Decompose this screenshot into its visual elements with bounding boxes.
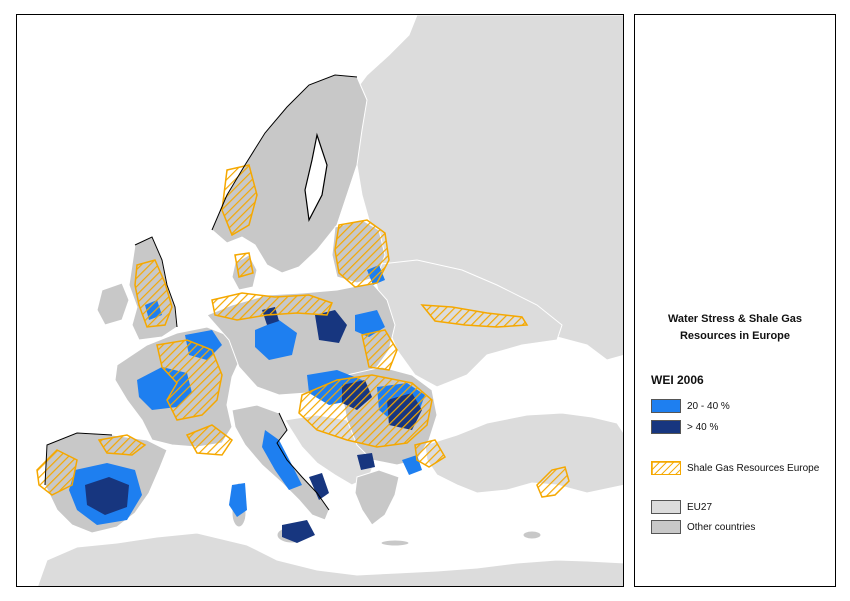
legend-item-shale: Shale Gas Resources Europe: [651, 460, 819, 476]
legend-item-over-40: > 40 %: [651, 419, 718, 435]
map-svg: [17, 15, 623, 586]
shale-gas-area: [334, 219, 390, 288]
legend-item-eu27: EU27: [651, 499, 712, 515]
shale-gas-area: [211, 292, 333, 321]
shale-gas-area: [185, 424, 234, 456]
turkey: [424, 412, 623, 494]
legend-label-20-40: 20 - 40 %: [687, 400, 730, 412]
shale-gas-area: [420, 304, 529, 328]
wei-over-40-region: [357, 453, 375, 470]
cyprus: [522, 530, 542, 540]
legend-label-over-40: > 40 %: [687, 421, 719, 433]
coastline-italy: [276, 412, 330, 511]
shale-gas-area: [221, 164, 258, 237]
legend-title-line1: Water Stress & Shale Gas: [667, 313, 803, 325]
legend-label-eu27: EU27: [687, 501, 713, 513]
wei-over-40-region: [282, 520, 315, 543]
legend-title: Water Stress & Shale Gas Resources in Eu…: [635, 311, 835, 345]
coastline-scandinavia: [211, 74, 358, 231]
gulf-of-bothnia: [304, 132, 328, 222]
coastline-iberia: [44, 432, 113, 486]
shale-gas-area: [414, 439, 447, 468]
legend-title-line2: Resources in Europe: [679, 330, 791, 342]
legend-label-shale: Shale Gas Resources Europe: [687, 462, 820, 474]
shale-gas-area: [36, 449, 78, 496]
shale-gas-area: [134, 259, 173, 328]
shale-gas-area: [234, 252, 254, 278]
shale-gas-area: [536, 466, 570, 498]
wei-20-40-region: [229, 483, 247, 517]
shale-gas-area: [361, 329, 398, 371]
swatch-eu27: [651, 500, 681, 514]
ireland: [96, 282, 130, 326]
swatch-other: [651, 520, 681, 534]
legend-label-other: Other countries: [687, 521, 756, 533]
crete: [380, 539, 410, 547]
shale-gas-area: [298, 374, 433, 448]
swatch-over-40: [651, 420, 681, 434]
wei-over-40-region: [315, 310, 347, 343]
wei-over-40-region: [85, 477, 129, 515]
shale-gas-area: [97, 434, 147, 456]
shale-gas-areas: [36, 164, 570, 498]
greece: [354, 469, 400, 526]
swatch-shale: [651, 461, 681, 475]
legend-item-20-40: 20 - 40 %: [651, 398, 730, 414]
wei-20-40-region: [255, 320, 297, 360]
wei-20-40-region: [355, 310, 385, 337]
shale-gas-area: [156, 339, 223, 421]
wei-over-40-region: [309, 473, 329, 500]
north-africa: [37, 532, 623, 586]
legend-panel: Water Stress & Shale Gas Resources in Eu…: [634, 14, 836, 587]
swatch-20-40: [651, 399, 681, 413]
legend-item-other: Other countries: [651, 519, 755, 535]
coastlines: [44, 74, 358, 511]
europe-map: [16, 14, 624, 587]
wei-section-heading: WEI 2006: [651, 373, 704, 387]
wei-20-40-region: [262, 430, 302, 490]
coastline-britain: [134, 236, 178, 328]
